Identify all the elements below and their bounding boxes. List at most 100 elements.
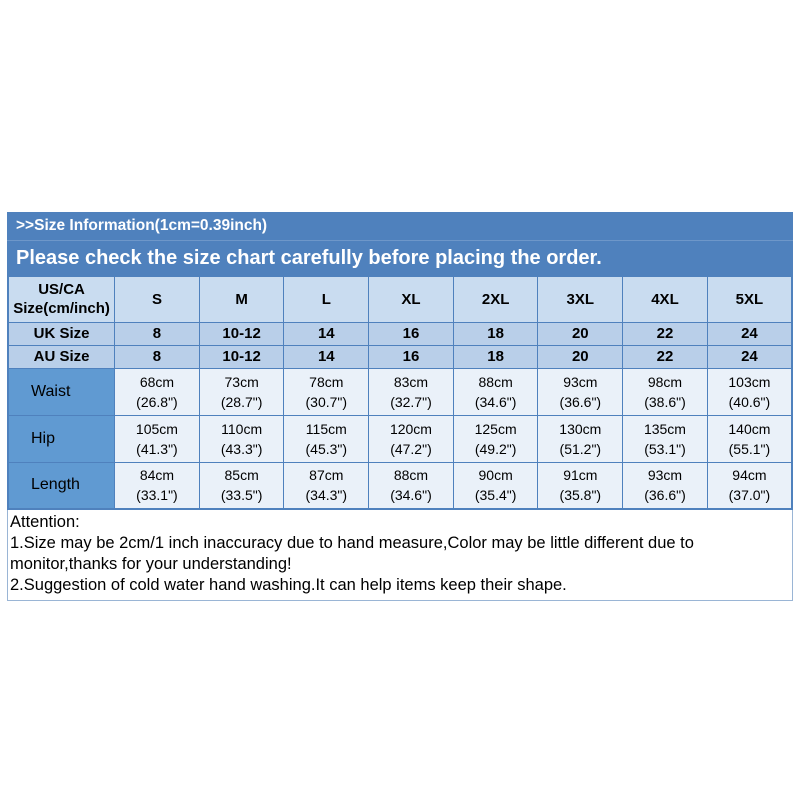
cm-value: 85cm (224, 467, 259, 484)
measure-value-cell: 115cm (45.3") (283, 414, 370, 463)
size-column-header: 2XL (452, 275, 539, 323)
cm-value: 78cm (309, 373, 344, 390)
cm-value: 115cm (305, 420, 347, 437)
measure-value-cell: 90cm (35.4") (452, 461, 539, 510)
inch-value: (26.8") (136, 393, 178, 410)
cm-value: 110cm (221, 420, 263, 437)
cm-value: 91cm (563, 467, 598, 484)
size-value-cell: 20 (537, 321, 624, 346)
size-table-row: UK Size 8 10-12 14 16 18 20 22 24 (7, 321, 793, 346)
inch-value: (37.0") (728, 487, 771, 504)
measure-value-cell: 98cm (38.6") (622, 367, 708, 416)
size-table-body: UK Size 8 10-12 14 16 18 20 22 24 AU Size 8 10-12 14… (7, 321, 793, 510)
cm-value: 125cm (474, 420, 517, 437)
inch-value: (32.7") (390, 393, 432, 410)
measure-table-row: Waist 68cm (26.8") 73cm (28.7") 78cm (30.7") 83… (7, 367, 793, 416)
inch-value: (30.7") (305, 393, 348, 410)
cm-value: 73cm (224, 373, 259, 390)
size-value-cell: 10-12 (198, 344, 285, 369)
measure-table-row: Hip 105cm (41.3") 110cm (43.3") 115cm (45.3") 1… (7, 414, 793, 463)
measure-value-cell: 140cm (55.1") (706, 414, 793, 463)
cm-value: 135cm (643, 420, 686, 437)
size-value-cell: 14 (283, 321, 370, 346)
measure-value-cell: 105cm (41.3") (114, 414, 200, 463)
measure-value-cell: 88cm (34.6") (368, 461, 454, 510)
size-value-cell: 14 (283, 344, 370, 369)
cm-value: 120cm (389, 420, 432, 437)
measure-row-label: Length (7, 461, 116, 510)
size-column-header: XL (368, 275, 454, 323)
size-value-cell: 24 (706, 321, 793, 346)
size-row-label: AU Size (7, 344, 116, 369)
cm-value: 88cm (393, 467, 429, 484)
cm-value: 93cm (563, 373, 598, 390)
size-value-cell: 8 (114, 321, 200, 346)
measure-value-cell: 103cm (40.6") (706, 367, 793, 416)
measure-value-cell: 68cm (26.8") (114, 367, 200, 416)
measure-value-cell: 94cm (37.0") (706, 461, 793, 510)
measure-row-label: Hip (7, 414, 116, 463)
size-table-header-row: US/CA Size(cm/inch) S M L XL 2XL 3XL 4XL 5XL (7, 275, 793, 323)
attention-line-1: 1.Size may be 2cm/1 inch inaccuracy due … (10, 534, 694, 573)
attention-section: Attention: 1.Size may be 2cm/1 inch inac… (7, 510, 793, 601)
cm-value: 68cm (139, 373, 175, 390)
inch-value: (55.1") (728, 440, 771, 457)
size-value-cell: 10-12 (198, 321, 285, 346)
attention-heading: Attention: (10, 513, 80, 531)
measure-value-cell: 85cm (33.5") (198, 461, 285, 510)
inch-value: (34.3") (305, 487, 348, 504)
inch-value: (35.8") (559, 487, 602, 504)
size-table-row: AU Size 8 10-12 14 16 18 20 22 24 (7, 344, 793, 369)
cm-value: 94cm (732, 467, 767, 484)
inch-value: (33.5") (220, 487, 263, 504)
inch-value: (34.6") (390, 487, 432, 504)
inch-value: (36.6") (559, 393, 602, 410)
size-value-cell: 8 (114, 344, 200, 369)
size-value-cell: 22 (622, 321, 708, 346)
cm-value: 90cm (478, 467, 513, 484)
inch-value: (51.2") (559, 440, 602, 457)
inch-value: (28.7") (220, 393, 263, 410)
measure-value-cell: 120cm (47.2") (368, 414, 454, 463)
cm-value: 140cm (728, 420, 771, 437)
size-value-cell: 22 (622, 344, 708, 369)
size-column-header: 4XL (622, 275, 708, 323)
inch-value: (49.2") (474, 440, 517, 457)
size-check-notice: Please check the size chart carefully be… (7, 241, 793, 275)
size-value-cell: 18 (452, 321, 539, 346)
inch-value: (45.3") (305, 440, 348, 457)
cm-value: 93cm (647, 467, 683, 484)
inch-value: (35.4") (474, 487, 517, 504)
inch-value: (43.3") (220, 440, 263, 457)
measure-value-cell: 125cm (49.2") (452, 414, 539, 463)
attention-line-2: 2.Suggestion of cold water hand washing.… (10, 576, 567, 594)
measure-value-cell: 84cm (33.1") (114, 461, 200, 510)
size-table: US/CA Size(cm/inch) S M L XL 2XL 3XL 4XL 5XL UK… (7, 275, 793, 510)
measure-value-cell: 135cm (53.1") (622, 414, 708, 463)
size-value-cell: 16 (368, 344, 454, 369)
cm-value: 87cm (309, 467, 344, 484)
measure-value-cell: 88cm (34.6") (452, 367, 539, 416)
size-information-title: >>Size Information(1cm=0.39inch) (7, 212, 793, 241)
inch-value: (36.6") (644, 487, 686, 504)
measure-value-cell: 93cm (36.6") (537, 367, 624, 416)
inch-value: (47.2") (390, 440, 432, 457)
inch-value: (40.6") (728, 393, 771, 410)
cm-value: 103cm (728, 373, 771, 390)
cm-value: 130cm (559, 420, 602, 437)
measure-value-cell: 93cm (36.6") (622, 461, 708, 510)
cm-value: 105cm (135, 420, 178, 437)
cm-value: 88cm (478, 373, 513, 390)
cm-value: 84cm (139, 467, 175, 484)
size-column-header: S (114, 275, 200, 323)
size-row-label: UK Size (7, 321, 116, 346)
corner-header-line1: US/CA (38, 281, 85, 299)
size-column-header: L (283, 275, 370, 323)
size-value-cell: 16 (368, 321, 454, 346)
corner-header-line2: Size(cm/inch) (13, 300, 110, 318)
cm-value: 83cm (393, 373, 429, 390)
measure-value-cell: 78cm (30.7") (283, 367, 370, 416)
measure-value-cell: 91cm (35.8") (537, 461, 624, 510)
cm-value: 98cm (647, 373, 683, 390)
